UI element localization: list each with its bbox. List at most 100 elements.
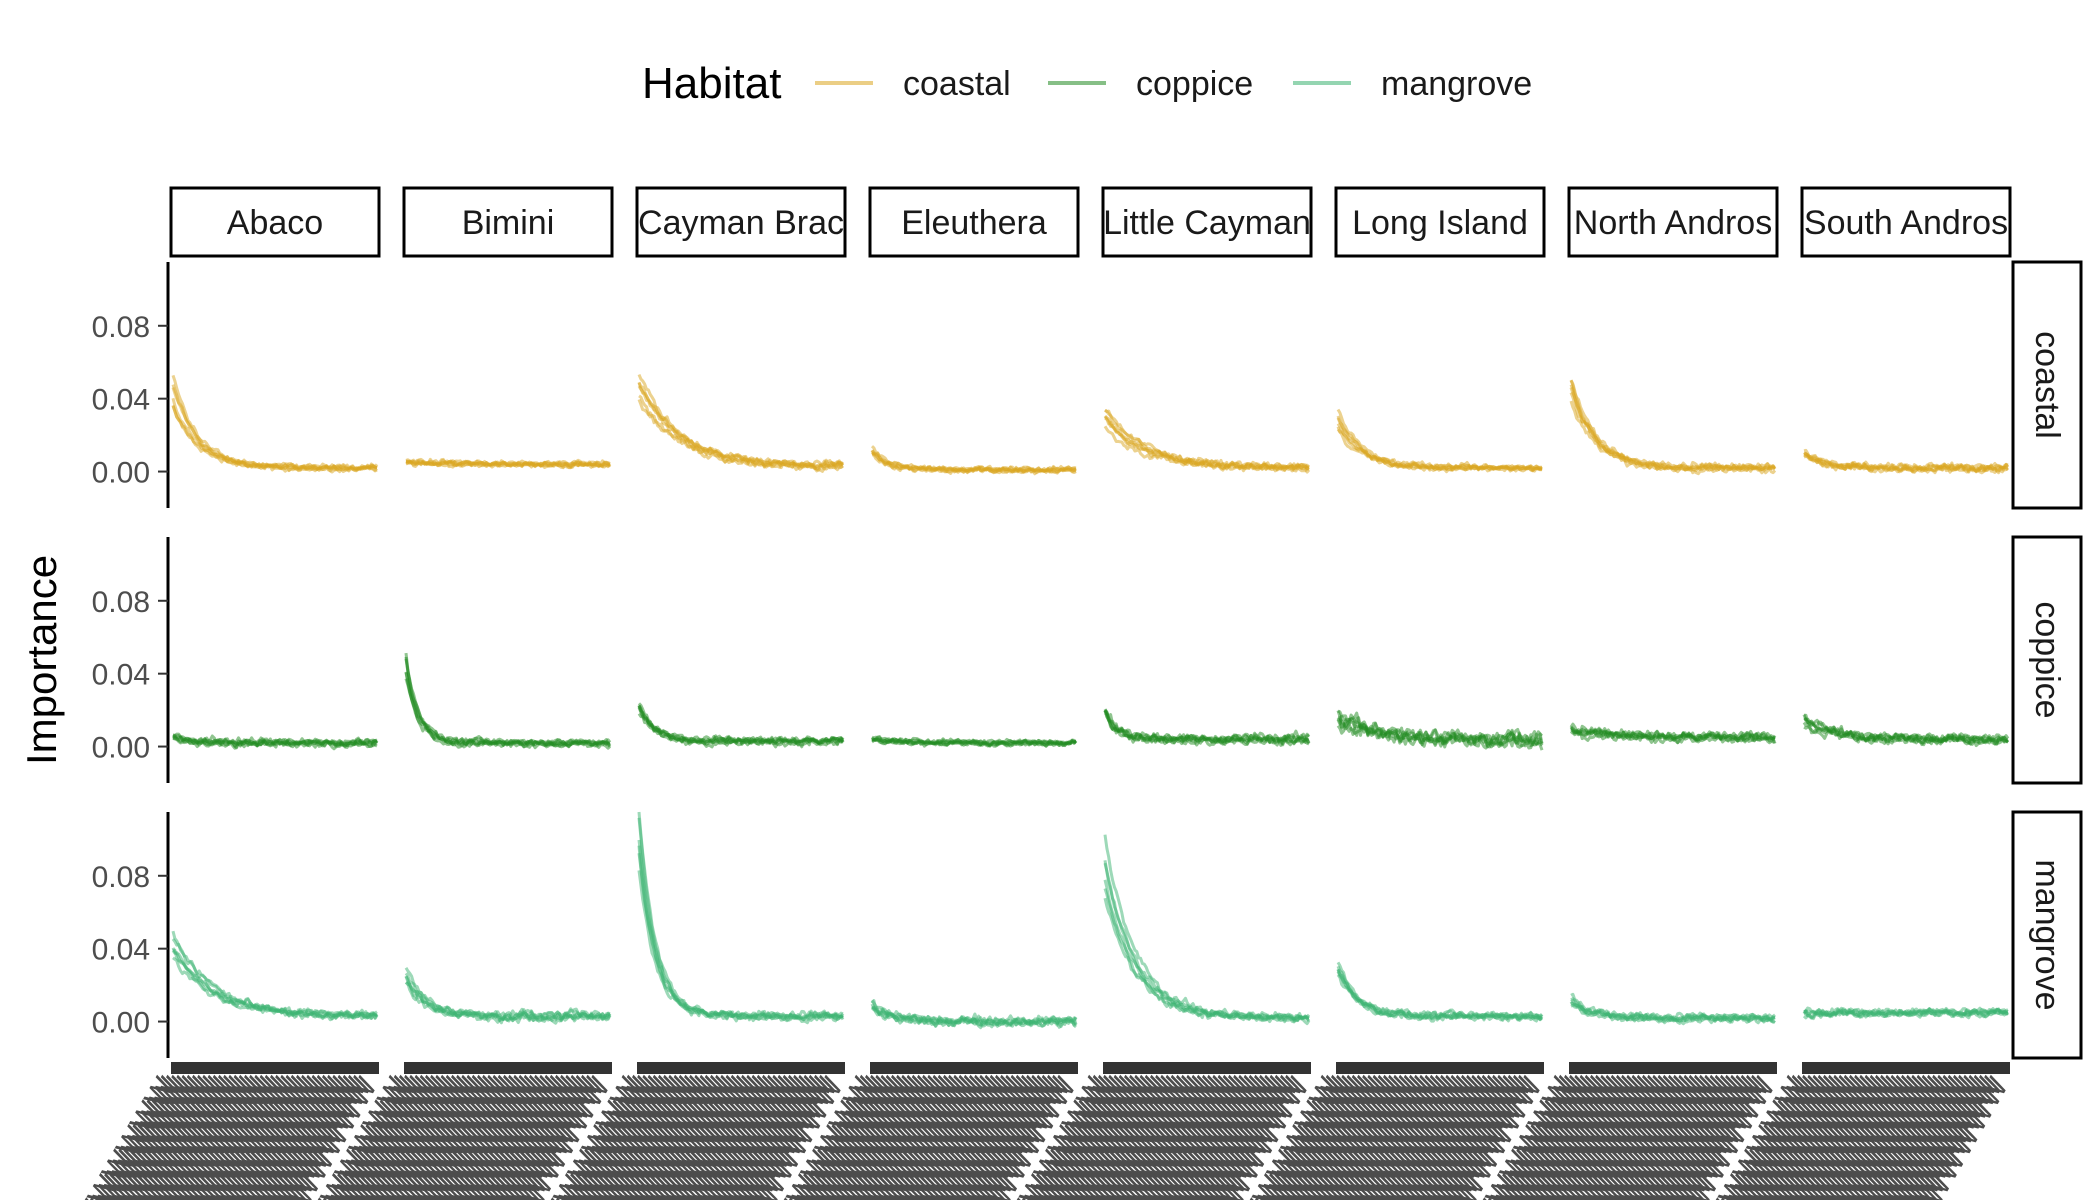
series-line-coastal-1	[171, 404, 378, 474]
series-line-coastal-2	[1569, 379, 1777, 476]
strip-box-abaco	[169, 186, 381, 258]
series-line-coastal-1	[1569, 400, 1777, 475]
series-line-coppice-5	[637, 702, 845, 747]
y-tick-label-mangrove-0: 0.00	[92, 1007, 150, 1040]
series-line-coastal-0	[1569, 384, 1776, 475]
strip-label-long-island: Long Island	[1352, 204, 1528, 242]
series-line-mangrove-1	[1103, 862, 1310, 1022]
series-line-mangrove-5	[1103, 897, 1311, 1024]
strip-label-north-andros: North Andros	[1574, 204, 1772, 242]
panel-coastal-abaco	[171, 374, 379, 474]
series-line-coppice-5	[871, 735, 1077, 748]
series-line-coastal-4	[171, 397, 378, 473]
series-line-mangrove-5	[637, 853, 844, 1022]
series-line-mangrove-3	[1103, 860, 1311, 1023]
y-tick-label-mangrove-1: 0.04	[92, 934, 150, 967]
y-tick-label-coastal-0: 0.00	[92, 457, 150, 490]
x-axis-ticks-south-andros	[1802, 1062, 2010, 1074]
series-line-coastal-2	[171, 387, 378, 474]
strip-box-south-andros	[1800, 186, 2012, 258]
strip-box-north-andros	[1567, 186, 1779, 258]
row-strip-box-mangrove	[2011, 810, 2083, 1060]
panel-coppice-north-andros	[1569, 722, 1777, 745]
y-tick-label-coppice-2: 0.08	[92, 586, 150, 619]
row-strip-box-coppice	[2011, 535, 2083, 785]
strip-box-little-cayman	[1101, 186, 1313, 258]
panel-coastal-cayman-brac	[637, 374, 845, 473]
x-axis-ticks-abaco	[171, 1062, 379, 1074]
panel-coastal-bimini	[405, 457, 612, 470]
series-line-coastal-5	[1336, 408, 1543, 474]
series-line-coastal-5	[1803, 454, 2009, 474]
series-line-mangrove-4	[1103, 834, 1311, 1026]
strip-box-long-island	[1334, 186, 1546, 258]
x-axis-ticks-eleuthera	[870, 1062, 1078, 1074]
legend-label-mangrove: mangrove	[1381, 65, 1532, 103]
strip-label-bimini: Bimini	[462, 204, 555, 242]
panel-mangrove-long-island	[1336, 961, 1544, 1023]
series-line-coppice-5	[1802, 714, 2010, 746]
series-line-coastal-3	[1569, 379, 1776, 475]
panel-coppice-little-cayman	[1103, 708, 1311, 747]
panel-coppice-bimini	[404, 652, 612, 750]
series-line-coastal-5	[405, 458, 612, 468]
series-line-coastal-5	[1104, 416, 1311, 472]
strip-label-south-andros: South Andros	[1804, 204, 2008, 242]
strip-label-abaco: Abaco	[227, 204, 323, 242]
y-tick-label-coastal-2: 0.08	[92, 311, 150, 344]
series-line-mangrove-5	[870, 999, 1077, 1027]
x-tick-labels-eleuthera: WWWWWWWWWWWWWWWWWWWWWWWWWWWWWWWWWWWWWWWW…	[752, 1071, 1083, 1200]
legend-label-coastal: coastal	[903, 65, 1011, 103]
series-line-coastal-2	[1336, 415, 1543, 473]
panel-coppice-abaco	[172, 732, 379, 751]
panel-coastal-long-island	[1336, 408, 1544, 474]
strip-box-cayman-brac	[635, 186, 847, 258]
panel-coppice-cayman-brac	[637, 702, 845, 749]
x-axis-ticks-bimini	[404, 1062, 612, 1074]
panel-mangrove-cayman-brac	[637, 811, 845, 1025]
series-line-mangrove-0	[637, 870, 844, 1023]
panel-mangrove-north-andros	[1569, 992, 1776, 1026]
series-line-mangrove-5	[404, 975, 611, 1022]
series-line-coastal-5	[637, 381, 844, 471]
panel-coppice-long-island	[1336, 709, 1544, 751]
strip-label-little-cayman: Little Cayman	[1103, 204, 1311, 242]
series-line-coastal-3	[171, 405, 378, 473]
panel-mangrove-bimini	[404, 967, 612, 1025]
row-strip-label-mangrove: mangrove	[2028, 859, 2066, 1010]
x-axis-ticks-north-andros	[1569, 1062, 1777, 1074]
series-line-coastal-5	[171, 374, 378, 472]
series-line-coastal-4	[1336, 426, 1544, 473]
panel-coastal-north-andros	[1569, 379, 1777, 476]
panel-coastal-eleuthera	[870, 445, 1077, 476]
series-line-coppice-5	[1336, 721, 1544, 748]
facet-grid: Abaco Bimini Cayman Brac Eleuthera Little Ca…	[53, 186, 2083, 1200]
y-tick-label-coastal-1: 0.04	[92, 384, 150, 417]
series-line-mangrove-5	[1336, 961, 1543, 1022]
series-line-mangrove-5	[171, 947, 378, 1019]
x-axis-ticks-little-cayman	[1103, 1062, 1311, 1074]
series-line-coastal-5	[871, 451, 1077, 475]
series-line-mangrove-5	[1803, 1008, 2009, 1019]
series-line-mangrove-4	[637, 811, 845, 1023]
series-line-coppice-5	[1103, 709, 1311, 747]
y-tick-label-coppice-1: 0.04	[92, 659, 150, 692]
series-line-mangrove-1	[1336, 965, 1543, 1022]
panel-mangrove-little-cayman	[1103, 834, 1311, 1026]
series-line-coppice-5	[404, 658, 612, 749]
strip-label-eleuthera: Eleuthera	[901, 204, 1047, 242]
panel-coppice-south-andros	[1802, 713, 2010, 748]
legend-title: Habitat	[642, 59, 781, 108]
series-line-coastal-4	[637, 374, 844, 469]
x-tick-labels-abaco: WWWWWWWWWWWWWWWWWWWWWWWWWWWWWWWWWWWWWWWW…	[53, 1071, 384, 1200]
x-axis-ticks-long-island	[1336, 1062, 1544, 1074]
strip-box-bimini	[402, 186, 614, 258]
y-axis-title: Importance	[18, 555, 65, 765]
x-tick-labels-bimini: WWWWWWWWWWWWWWWWWWWWWWWWWWWWWWWWWWWWWWWW…	[286, 1071, 617, 1200]
series-line-coastal-3	[1336, 422, 1543, 473]
strip-box-eleuthera	[868, 186, 1080, 258]
series-line-coppice-5	[172, 733, 378, 751]
panel-mangrove-eleuthera	[870, 999, 1078, 1030]
